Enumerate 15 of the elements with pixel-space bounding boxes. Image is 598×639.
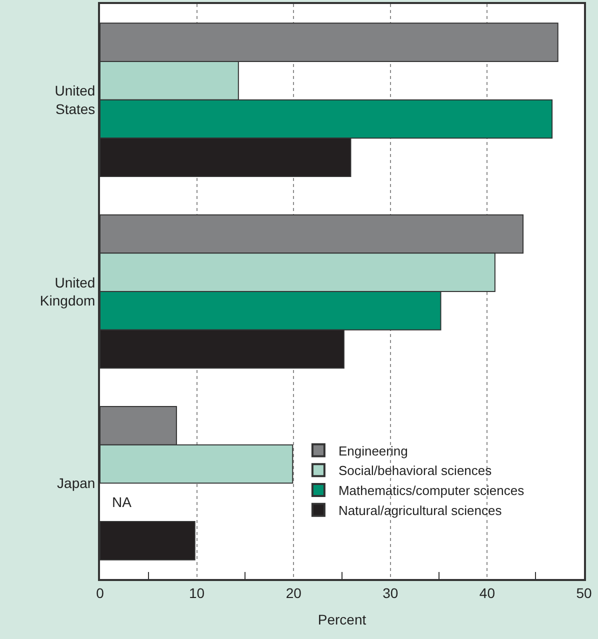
- legend-label: Natural/agricultural sciences: [338, 502, 502, 518]
- x-tick-label: 30: [382, 584, 398, 601]
- x-tick-label: 10: [189, 584, 205, 601]
- x-tick-label: 0: [96, 584, 104, 601]
- annotation: NA: [112, 494, 132, 510]
- y-tick-label: United States: [54, 82, 96, 117]
- x-axis-title: Percent: [318, 612, 366, 628]
- y-tick-label: Japan: [57, 475, 96, 492]
- y-tick-label: United Kingdom: [40, 274, 96, 308]
- legend-label: Engineering: [338, 443, 408, 458]
- legend-label: Social/behavioral sciences: [338, 463, 492, 478]
- x-tick-label: 20: [286, 584, 302, 601]
- legend-label: Mathematics/computer sciences: [338, 483, 525, 498]
- x-tick-label: 50: [576, 584, 592, 601]
- x-tick-label: 40: [479, 584, 496, 601]
